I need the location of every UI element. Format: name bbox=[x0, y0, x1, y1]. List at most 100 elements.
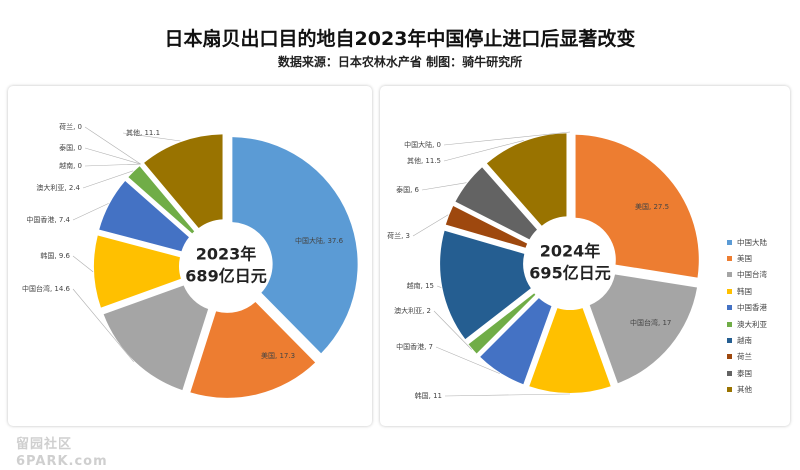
slice-other bbox=[144, 134, 223, 229]
data-label-netherlands: 荷兰, 0 bbox=[59, 122, 82, 131]
leader-lines bbox=[412, 131, 571, 397]
slice-mainland-china bbox=[232, 137, 358, 354]
slice-netherlands bbox=[445, 205, 528, 248]
legend-label: 美国 bbox=[737, 254, 752, 264]
leader-line-other bbox=[122, 132, 181, 142]
leader-line-thailand bbox=[421, 182, 467, 191]
leader-line-hong-kong bbox=[435, 346, 500, 374]
legend-item-hong-kong: 中国香港 bbox=[727, 300, 767, 316]
slice-australia bbox=[468, 293, 536, 354]
donut-slices bbox=[94, 134, 358, 398]
data-label-usa: 美国, 17.3 bbox=[261, 351, 295, 360]
watermark: 留园社区 6PARK.com bbox=[16, 436, 108, 470]
leader-line-other bbox=[443, 140, 524, 162]
legend-swatch bbox=[727, 305, 732, 311]
leader-line-hong-kong bbox=[72, 203, 109, 221]
legend-item-australia: 澳大利亚 bbox=[727, 316, 767, 332]
slice-hong-kong bbox=[99, 180, 189, 252]
watermark-line-1: 留园社区 bbox=[16, 437, 73, 452]
legend-label: 荷兰 bbox=[737, 352, 752, 362]
chart-title: 日本扇贝出口目的地自2023年中国停止进口后显著改变 bbox=[164, 28, 636, 50]
legend-swatch bbox=[727, 239, 732, 245]
legend-label: 韩国 bbox=[737, 286, 752, 296]
slice-other bbox=[486, 133, 567, 226]
data-label-other: 其他, 11.1 bbox=[126, 128, 160, 137]
slice-usa bbox=[190, 301, 316, 398]
legend-item-other: 其他 bbox=[727, 382, 767, 398]
legend-swatch bbox=[727, 354, 732, 360]
leader-line-australia bbox=[433, 310, 472, 350]
slice-vietnam bbox=[440, 230, 531, 340]
data-label-australia: 澳大利亚, 2 bbox=[394, 306, 431, 315]
legend-swatch bbox=[727, 370, 732, 376]
legend-label: 中国香港 bbox=[737, 303, 767, 313]
leader-line-thailand bbox=[84, 147, 141, 165]
slice-korea bbox=[94, 235, 181, 308]
center-label-total: 695亿日元 bbox=[529, 264, 610, 283]
data-label-thailand: 泰国, 6 bbox=[396, 185, 419, 194]
data-label-korea: 韩国, 9.6 bbox=[40, 251, 70, 260]
data-label-taiwan: 中国台湾, 14.6 bbox=[22, 284, 71, 293]
slice-korea bbox=[529, 308, 611, 393]
chart-panel-2023: 中国大陆, 37.6 美国, 17.3 中国台湾, 14.6 韩国, 9.6 中国香港,… bbox=[8, 86, 372, 469]
data-labels: 中国大陆, 0 美国, 27.5 中国台湾, 17 韩国, 11 中国香港, 7 澳大利亚… bbox=[387, 140, 671, 400]
leader-line-vietnam bbox=[436, 285, 442, 288]
leader-line-netherlands bbox=[412, 214, 449, 237]
legend-item-netherlands: 荷兰 bbox=[727, 349, 767, 365]
slice-australia bbox=[128, 166, 195, 234]
leader-line-australia bbox=[82, 170, 134, 189]
leader-line-netherlands bbox=[84, 126, 141, 165]
legend-label: 越南 bbox=[737, 336, 752, 346]
data-label-korea: 韩国, 11 bbox=[415, 391, 442, 400]
legend-swatch bbox=[727, 256, 732, 262]
chart-legend: 中国大陆美国中国台湾韩国中国香港澳大利亚越南荷兰泰国其他 bbox=[727, 234, 767, 398]
legend-swatch bbox=[727, 321, 732, 327]
legend-swatch bbox=[727, 272, 732, 278]
data-label-mainland-china: 中国大陆, 37.6 bbox=[295, 236, 344, 245]
data-label-thailand: 泰国, 0 bbox=[59, 143, 82, 152]
donut-chart-2024: 中国大陆, 0 美国, 27.5 中国台湾, 17 韩国, 11 中国香港, 7 澳大利亚… bbox=[387, 131, 699, 400]
leader-line-korea bbox=[72, 255, 94, 273]
data-label-netherlands: 荷兰, 3 bbox=[387, 231, 410, 240]
center-label-total: 689亿日元 bbox=[185, 267, 266, 286]
data-label-hong-kong: 中国香港, 7 bbox=[396, 342, 433, 351]
leader-lines bbox=[72, 126, 181, 362]
legend-label: 其他 bbox=[737, 385, 752, 395]
chart-subtitle: 数据来源：日本农林水产省 制图：骑牛研究所 bbox=[277, 55, 523, 69]
data-label-mainland-china: 中国大陆, 0 bbox=[404, 140, 441, 149]
legend-item-mainland-china: 中国大陆 bbox=[727, 234, 767, 250]
donut-chart-2023: 中国大陆, 37.6 美国, 17.3 中国台湾, 14.6 韩国, 9.6 中国香港,… bbox=[22, 122, 358, 398]
leader-line-vietnam bbox=[84, 163, 141, 167]
leader-line-mainland-china bbox=[443, 131, 571, 146]
slice-thailand bbox=[455, 167, 537, 240]
legend-item-vietnam: 越南 bbox=[727, 332, 767, 348]
legend-item-thailand: 泰国 bbox=[727, 365, 767, 381]
legend-label: 中国台湾 bbox=[737, 270, 767, 280]
legend-item-taiwan: 中国台湾 bbox=[727, 267, 767, 283]
legend-swatch bbox=[727, 338, 732, 344]
leader-line-korea bbox=[444, 393, 571, 397]
legend-label: 澳大利亚 bbox=[737, 319, 767, 329]
data-label-other: 其他, 11.5 bbox=[407, 156, 441, 165]
slice-usa bbox=[575, 134, 699, 278]
data-label-usa: 美国, 27.5 bbox=[635, 202, 669, 211]
slice-hong-kong bbox=[480, 298, 552, 385]
legend-swatch bbox=[727, 288, 732, 294]
legend-label: 泰国 bbox=[737, 368, 752, 378]
legend-item-usa: 美国 bbox=[727, 250, 767, 266]
leader-line-taiwan bbox=[72, 288, 134, 362]
data-label-taiwan: 中国台湾, 17 bbox=[630, 318, 671, 327]
center-label-year: 2023年 bbox=[196, 245, 257, 264]
data-label-hong-kong: 中国香港, 7.4 bbox=[26, 215, 70, 224]
donut-slices bbox=[440, 133, 699, 393]
data-label-australia: 澳大利亚, 2.4 bbox=[36, 183, 80, 192]
watermark-line-2: 6PARK.com bbox=[16, 454, 108, 469]
center-label-year: 2024年 bbox=[540, 242, 601, 261]
data-label-vietnam: 越南, 15 bbox=[407, 281, 434, 290]
chart-panel-2024: 中国大陆, 0 美国, 27.5 中国台湾, 17 韩国, 11 中国香港, 7 澳大利亚… bbox=[380, 86, 790, 426]
slice-taiwan bbox=[103, 285, 209, 391]
data-label-vietnam: 越南, 0 bbox=[59, 161, 82, 170]
slice-taiwan bbox=[589, 274, 698, 384]
legend-swatch bbox=[727, 387, 732, 393]
legend-label: 中国大陆 bbox=[737, 237, 767, 247]
